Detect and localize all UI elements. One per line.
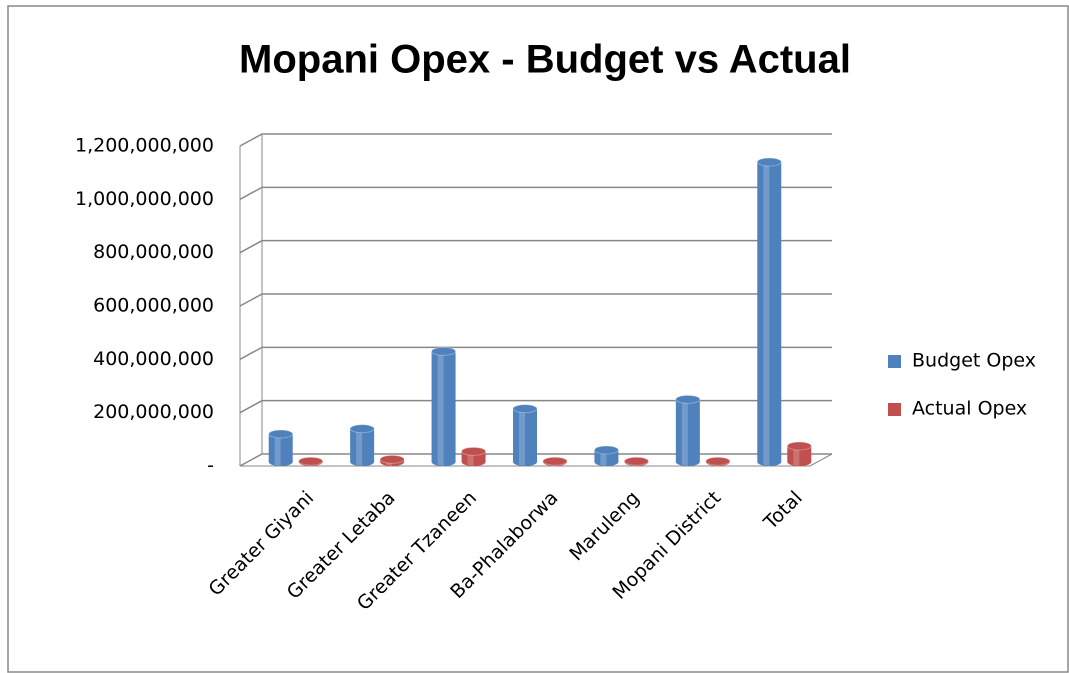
grid-line — [239, 133, 832, 147]
cylinder-shade — [600, 450, 607, 466]
cylinder-top — [542, 456, 568, 466]
grid-line — [239, 453, 832, 467]
legend-label: Budget Opex — [912, 350, 1036, 372]
y-tick-label: 800,000,000 — [93, 241, 214, 263]
grid-line — [239, 186, 832, 200]
cylinder-top — [623, 456, 649, 466]
bar — [512, 404, 538, 466]
cylinder-body — [594, 450, 619, 466]
bar — [786, 441, 812, 466]
cylinder-top — [593, 445, 619, 455]
y-tick-label: 600,000,000 — [93, 295, 214, 317]
bar — [461, 446, 487, 466]
y-tick-label: 400,000,000 — [93, 348, 214, 370]
bar — [675, 394, 701, 466]
grid-line — [239, 239, 832, 254]
legend-swatch — [888, 403, 901, 416]
bar — [593, 445, 619, 466]
bar — [379, 454, 405, 466]
y-tick-label: - — [207, 455, 214, 477]
grid-line — [239, 399, 832, 414]
grid-line — [239, 293, 832, 307]
bar — [705, 456, 731, 466]
cylinder-top — [512, 404, 538, 414]
cylinder-top — [461, 446, 487, 456]
cylinder-body — [268, 434, 293, 466]
cylinder-top — [756, 157, 782, 167]
chart-title: Mopani Opex - Budget vs Actual — [239, 38, 851, 82]
bar — [298, 456, 324, 466]
bar — [756, 157, 782, 466]
cylinder-top — [298, 456, 324, 466]
cylinder-shade — [519, 408, 525, 466]
y-tick-label: 200,000,000 — [93, 401, 214, 423]
cylinder-body — [757, 162, 782, 466]
y-tick-label: 1,000,000,000 — [75, 188, 214, 210]
cylinder-shade — [356, 428, 363, 466]
cylinder-top — [349, 424, 375, 434]
bar — [542, 456, 568, 466]
bar — [268, 429, 294, 466]
bar — [431, 346, 457, 466]
cylinder-top — [705, 456, 731, 466]
cylinder-top — [675, 394, 701, 404]
cylinder-body — [675, 399, 700, 466]
cylinder-shade — [793, 446, 800, 466]
bar — [349, 424, 375, 466]
cylinder-shade — [681, 399, 688, 466]
cylinder-shade — [763, 162, 770, 466]
y-tick-label: 1,200,000,000 — [75, 135, 214, 157]
cylinder-top — [431, 346, 457, 356]
cylinder-body — [787, 446, 812, 466]
cylinder-shade — [274, 434, 281, 466]
cylinder-body — [513, 408, 537, 466]
chart-frame — [7, 5, 1069, 673]
cylinder-top — [379, 454, 405, 464]
cylinder-body — [350, 428, 375, 466]
legend-label: Actual Opex — [912, 398, 1027, 420]
cylinder-body — [431, 351, 456, 466]
grid-line — [239, 346, 832, 360]
bar — [623, 456, 649, 466]
cylinder-top — [268, 429, 294, 439]
cylinder-shade — [437, 351, 444, 466]
legend-swatch — [888, 355, 901, 368]
cylinder-top — [786, 441, 812, 451]
cylinder-body — [461, 451, 486, 466]
